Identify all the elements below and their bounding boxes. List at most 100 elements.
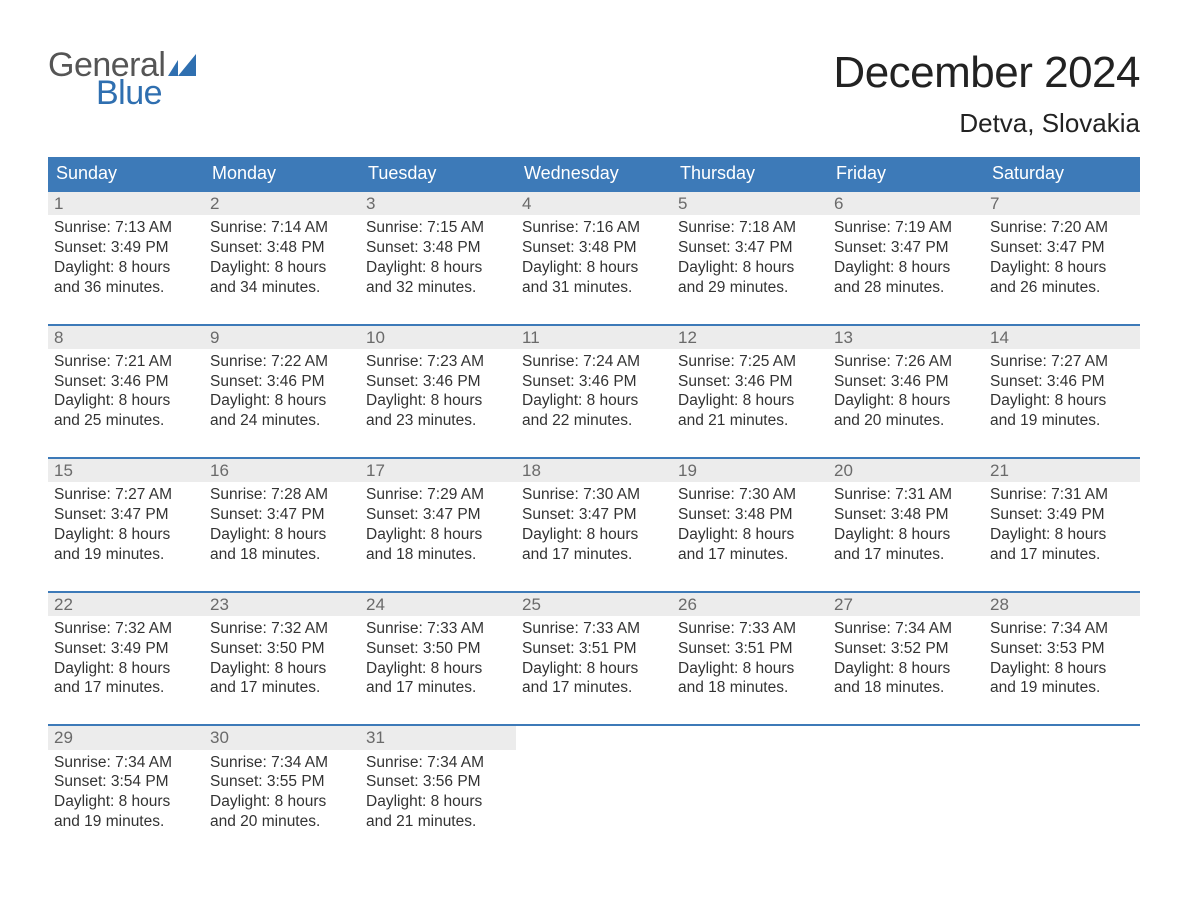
day-details: Sunrise: 7:31 AMSunset: 3:49 PMDaylight:… <box>984 482 1140 568</box>
sunset-line: Sunset: 3:48 PM <box>366 238 510 258</box>
calendar-week: 1Sunrise: 7:13 AMSunset: 3:49 PMDaylight… <box>48 190 1140 302</box>
brand-word-blue: Blue <box>96 76 198 110</box>
dow-tuesday: Tuesday <box>360 157 516 190</box>
sunrise-line: Sunrise: 7:34 AM <box>990 619 1134 639</box>
day-number: 23 <box>204 593 360 616</box>
sunrise-line: Sunrise: 7:34 AM <box>210 753 354 773</box>
sunset-line: Sunset: 3:48 PM <box>678 505 822 525</box>
calendar-day: 25Sunrise: 7:33 AMSunset: 3:51 PMDayligh… <box>516 593 672 703</box>
daylight-line-2: and 18 minutes. <box>678 678 822 698</box>
day-details: Sunrise: 7:13 AMSunset: 3:49 PMDaylight:… <box>48 215 204 301</box>
day-of-week-header: Sunday Monday Tuesday Wednesday Thursday… <box>48 157 1140 190</box>
daylight-line-2: and 28 minutes. <box>834 278 978 298</box>
daylight-line-2: and 22 minutes. <box>522 411 666 431</box>
sunset-line: Sunset: 3:47 PM <box>54 505 198 525</box>
sunrise-line: Sunrise: 7:22 AM <box>210 352 354 372</box>
sunrise-line: Sunrise: 7:33 AM <box>678 619 822 639</box>
daylight-line-2: and 18 minutes. <box>834 678 978 698</box>
daylight-line-2: and 17 minutes. <box>366 678 510 698</box>
location-label: Detva, Slovakia <box>833 108 1140 139</box>
daylight-line-2: and 17 minutes. <box>54 678 198 698</box>
sunset-line: Sunset: 3:46 PM <box>990 372 1134 392</box>
day-details: Sunrise: 7:34 AMSunset: 3:55 PMDaylight:… <box>204 750 360 836</box>
daylight-line-2: and 36 minutes. <box>54 278 198 298</box>
daylight-line-1: Daylight: 8 hours <box>210 391 354 411</box>
calendar-day <box>672 726 828 836</box>
sunrise-line: Sunrise: 7:34 AM <box>54 753 198 773</box>
day-details: Sunrise: 7:33 AMSunset: 3:51 PMDaylight:… <box>672 616 828 702</box>
daylight-line-2: and 25 minutes. <box>54 411 198 431</box>
sunrise-line: Sunrise: 7:30 AM <box>522 485 666 505</box>
day-number: 25 <box>516 593 672 616</box>
sunrise-line: Sunrise: 7:20 AM <box>990 218 1134 238</box>
sunset-line: Sunset: 3:46 PM <box>522 372 666 392</box>
day-number: 3 <box>360 192 516 215</box>
daylight-line-2: and 18 minutes. <box>210 545 354 565</box>
month-title: December 2024 <box>833 48 1140 98</box>
daylight-line-2: and 18 minutes. <box>366 545 510 565</box>
daylight-line-2: and 19 minutes. <box>54 545 198 565</box>
daylight-line-1: Daylight: 8 hours <box>522 258 666 278</box>
sunrise-line: Sunrise: 7:32 AM <box>54 619 198 639</box>
day-number <box>984 726 1140 728</box>
sunset-line: Sunset: 3:46 PM <box>366 372 510 392</box>
daylight-line-1: Daylight: 8 hours <box>366 258 510 278</box>
day-number: 6 <box>828 192 984 215</box>
daylight-line-1: Daylight: 8 hours <box>210 258 354 278</box>
sunrise-line: Sunrise: 7:34 AM <box>366 753 510 773</box>
daylight-line-2: and 24 minutes. <box>210 411 354 431</box>
calendar-day: 23Sunrise: 7:32 AMSunset: 3:50 PMDayligh… <box>204 593 360 703</box>
sunset-line: Sunset: 3:46 PM <box>54 372 198 392</box>
calendar-day: 1Sunrise: 7:13 AMSunset: 3:49 PMDaylight… <box>48 192 204 302</box>
daylight-line-1: Daylight: 8 hours <box>522 525 666 545</box>
day-number: 22 <box>48 593 204 616</box>
daylight-line-1: Daylight: 8 hours <box>990 525 1134 545</box>
calendar-day: 22Sunrise: 7:32 AMSunset: 3:49 PMDayligh… <box>48 593 204 703</box>
day-number: 5 <box>672 192 828 215</box>
day-number: 30 <box>204 726 360 749</box>
calendar-day: 9Sunrise: 7:22 AMSunset: 3:46 PMDaylight… <box>204 326 360 436</box>
dow-thursday: Thursday <box>672 157 828 190</box>
sunset-line: Sunset: 3:50 PM <box>366 639 510 659</box>
sunset-line: Sunset: 3:54 PM <box>54 772 198 792</box>
calendar-day: 30Sunrise: 7:34 AMSunset: 3:55 PMDayligh… <box>204 726 360 836</box>
daylight-line-1: Daylight: 8 hours <box>366 792 510 812</box>
calendar-day: 21Sunrise: 7:31 AMSunset: 3:49 PMDayligh… <box>984 459 1140 569</box>
day-number: 29 <box>48 726 204 749</box>
daylight-line-1: Daylight: 8 hours <box>366 525 510 545</box>
day-number <box>828 726 984 728</box>
calendar-day: 8Sunrise: 7:21 AMSunset: 3:46 PMDaylight… <box>48 326 204 436</box>
daylight-line-1: Daylight: 8 hours <box>834 525 978 545</box>
calendar-day <box>984 726 1140 836</box>
day-number: 14 <box>984 326 1140 349</box>
day-number: 17 <box>360 459 516 482</box>
sunset-line: Sunset: 3:47 PM <box>678 238 822 258</box>
calendar-day: 19Sunrise: 7:30 AMSunset: 3:48 PMDayligh… <box>672 459 828 569</box>
daylight-line-1: Daylight: 8 hours <box>834 391 978 411</box>
daylight-line-1: Daylight: 8 hours <box>990 391 1134 411</box>
calendar-week: 29Sunrise: 7:34 AMSunset: 3:54 PMDayligh… <box>48 724 1140 836</box>
day-details: Sunrise: 7:15 AMSunset: 3:48 PMDaylight:… <box>360 215 516 301</box>
calendar-day: 4Sunrise: 7:16 AMSunset: 3:48 PMDaylight… <box>516 192 672 302</box>
day-details: Sunrise: 7:30 AMSunset: 3:47 PMDaylight:… <box>516 482 672 568</box>
daylight-line-1: Daylight: 8 hours <box>210 792 354 812</box>
calendar-day: 5Sunrise: 7:18 AMSunset: 3:47 PMDaylight… <box>672 192 828 302</box>
day-details: Sunrise: 7:28 AMSunset: 3:47 PMDaylight:… <box>204 482 360 568</box>
sunrise-line: Sunrise: 7:16 AM <box>522 218 666 238</box>
daylight-line-2: and 17 minutes. <box>210 678 354 698</box>
daylight-line-1: Daylight: 8 hours <box>678 525 822 545</box>
daylight-line-1: Daylight: 8 hours <box>678 391 822 411</box>
day-number: 8 <box>48 326 204 349</box>
daylight-line-1: Daylight: 8 hours <box>210 659 354 679</box>
sunrise-line: Sunrise: 7:14 AM <box>210 218 354 238</box>
calendar-day: 18Sunrise: 7:30 AMSunset: 3:47 PMDayligh… <box>516 459 672 569</box>
sunrise-line: Sunrise: 7:15 AM <box>366 218 510 238</box>
daylight-line-1: Daylight: 8 hours <box>54 792 198 812</box>
day-details: Sunrise: 7:22 AMSunset: 3:46 PMDaylight:… <box>204 349 360 435</box>
sunrise-line: Sunrise: 7:31 AM <box>990 485 1134 505</box>
calendar-day: 7Sunrise: 7:20 AMSunset: 3:47 PMDaylight… <box>984 192 1140 302</box>
daylight-line-2: and 20 minutes. <box>210 812 354 832</box>
calendar-week: 8Sunrise: 7:21 AMSunset: 3:46 PMDaylight… <box>48 324 1140 436</box>
day-details: Sunrise: 7:34 AMSunset: 3:52 PMDaylight:… <box>828 616 984 702</box>
day-number: 16 <box>204 459 360 482</box>
